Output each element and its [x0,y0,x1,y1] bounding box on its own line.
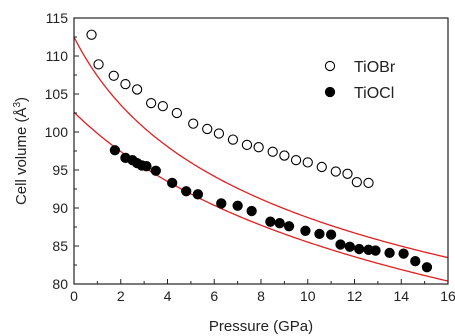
data-markers [86,29,433,273]
data-point-tiobr [342,168,353,179]
y-axis-label-sup: 3 [12,102,23,108]
data-point-tiobr [253,142,264,153]
y-axis-label-unit: Å [13,108,30,118]
data-point-tiocl [314,228,325,239]
data-point-tiocl [384,247,395,258]
data-point-tiobr [267,146,278,157]
data-point-tiobr [227,134,239,145]
y-axis-label: Cell volume (Å3) [12,97,30,205]
data-point-tiobr [108,70,119,81]
data-point-tiobr [213,128,225,139]
x-tick-label: 2 [117,288,125,304]
data-point-tiobr [330,166,341,177]
data-point-tiocl [167,177,178,189]
y-tick-label: 80 [52,276,68,292]
x-axis-label: Pressure (GPa) [209,318,313,335]
y-axis-label-end: ) [13,97,30,102]
data-point-tiobr [202,123,213,135]
data-point-tiocl [192,189,204,200]
x-tick-label: 12 [347,288,363,304]
data-point-tiocl [141,161,152,172]
data-point-tiobr [131,84,143,95]
data-point-tiobr [171,107,182,119]
data-point-tiobr [302,157,313,168]
data-point-tiocl [300,225,311,236]
axis-ticks [73,17,449,285]
legend: TiOBr TiOCl [324,59,396,102]
y-axis-label-main: Cell volume ( [13,118,30,206]
data-point-tiocl [344,241,355,252]
legend-label-tiocl: TiOCl [354,85,394,102]
x-tick-label: 10 [300,288,316,304]
x-tick-label: 6 [210,288,218,304]
data-point-tiobr [279,150,290,161]
data-point-tiocl [335,239,346,250]
data-point-tiocl [109,145,121,156]
legend-label-tiobr: TiOBr [354,59,396,76]
x-tick-label: 14 [393,288,409,304]
data-point-tiobr [120,78,131,90]
y-tick-label: 115 [46,10,69,26]
legend-marker-tiobr [324,60,336,72]
data-point-tiocl [370,245,381,256]
data-point-tiobr [93,59,104,70]
fit-curve-tiobr [74,36,448,259]
data-point-tiobr [290,154,302,166]
legend-marker-tiocl [324,86,336,98]
y-tick-label: 85 [52,238,68,254]
data-point-tiocl [181,186,192,197]
data-point-tiobr [188,118,199,129]
data-point-tiobr [351,177,362,188]
y-tick-label: 100 [45,124,69,140]
data-point-tiocl [274,218,285,229]
data-point-tiocl [421,262,433,273]
data-point-tiocl [150,165,161,176]
tick-labels: 0 2 4 6 8 10 12 14 16 80 85 90 95 100 105 110 115 [45,10,455,304]
x-tick-label: 16 [440,288,455,304]
data-point-tiobr [316,161,327,173]
data-point-tiobr [86,29,97,40]
data-point-tiobr [241,139,253,151]
data-point-tiocl [354,243,365,255]
data-point-tiocl [232,200,243,211]
data-point-tiocl [246,205,257,217]
data-point-tiobr [363,177,374,189]
x-tick-label: 4 [164,288,172,304]
y-tick-label: 95 [52,162,68,178]
data-point-tiocl [283,221,295,232]
y-tick-label: 90 [52,200,68,216]
data-point-tiocl [398,248,409,259]
data-point-tiocl [265,216,276,227]
data-point-tiocl [325,229,337,240]
x-tick-label: 0 [70,288,78,304]
data-point-tiocl [216,198,227,209]
y-tick-label: 110 [46,48,69,64]
data-point-tiocl [410,256,421,267]
data-point-tiobr [145,97,157,109]
data-point-tiobr [157,101,168,112]
x-tick-label: 8 [257,288,265,304]
y-tick-label: 105 [45,86,69,102]
